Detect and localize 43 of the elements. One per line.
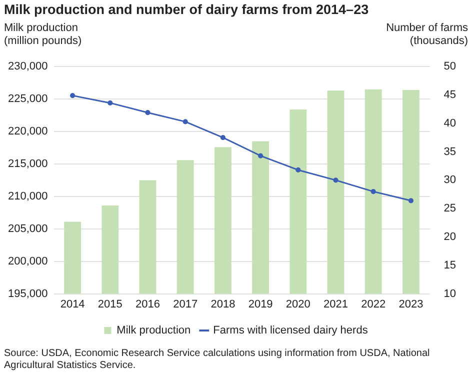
y-tick-label: 210,000 [8,190,48,202]
point [108,100,113,106]
y2-tick-label: 25 [444,202,456,215]
point [220,135,226,140]
y-tick-label: 215,000 [8,158,48,170]
y2-tick-label: 50 [444,60,456,73]
x-tick-label: 2016 [136,298,160,310]
x-tick-label: 2017 [173,298,198,310]
point [145,110,150,116]
point [296,167,301,173]
x-tick-label: 2022 [361,298,386,310]
chart-title: Milk production and number of dairy farms from 2014–23 [4,2,369,17]
x-tick-label: 2019 [248,298,273,310]
y-axis-title: Milk production (million pounds) [4,22,82,48]
x-tick-label: 2018 [210,298,236,310]
point [333,178,338,183]
x-tick-label: 2015 [98,298,122,310]
x-tick-label: 2023 [398,298,424,310]
y2-tick-label: 20 [444,231,456,244]
y2-tick-label: 15 [444,259,456,272]
x-tick-label: 2021 [324,298,348,310]
y-tick-label: 200,000 [8,255,48,268]
source-note: Source: USDA, Economic Research Service calculations using information from USDA, National Agricultural Statistics Service. [4,348,431,372]
legend-label: Milk production [116,324,191,337]
point [182,119,188,124]
y2-tick-label: 10 [444,288,456,300]
y2-tick-label: 40 [444,117,456,130]
y-tick-label: 230,000 [8,60,48,73]
point [258,153,264,158]
point [370,189,376,194]
y2-tick-label: 45 [444,89,456,102]
point [408,198,414,204]
y-tick-label: 195,000 [8,288,48,300]
point [70,93,76,98]
legend-label: Farms with licensed dairy herds [213,324,368,337]
x-tick-label: 2014 [60,298,85,310]
y2-tick-label: 35 [444,146,456,158]
y2-axis-title: Number of farms (thousands) [386,22,468,48]
y2-tick-label: 30 [444,174,456,186]
x-tick-label: 2020 [286,298,310,310]
y-tick-label: 220,000 [8,126,48,138]
y-tick-label: 225,000 [8,93,48,106]
y-tick-label: 205,000 [8,222,48,235]
